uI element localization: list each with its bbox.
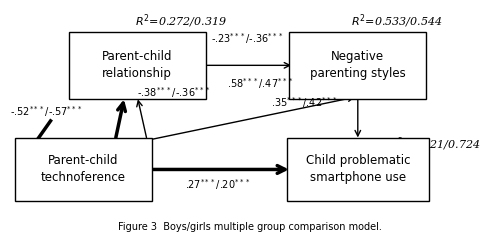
Text: $\mathit{R}^2$=0.533/0.544: $\mathit{R}^2$=0.533/0.544 <box>351 12 443 30</box>
FancyBboxPatch shape <box>68 32 206 99</box>
Text: .27$^{***}$/.20$^{***}$: .27$^{***}$/.20$^{***}$ <box>186 177 251 192</box>
Text: -.52$^{***}$/-.57$^{***}$: -.52$^{***}$/-.57$^{***}$ <box>10 104 83 119</box>
FancyBboxPatch shape <box>289 32 426 99</box>
Text: -.38$^{***}$/-.36$^{***}$: -.38$^{***}$/-.36$^{***}$ <box>138 85 210 100</box>
Text: Child problematic
smartphone use: Child problematic smartphone use <box>306 154 410 184</box>
Text: .35$^{***}$/.42$^{***}$: .35$^{***}$/.42$^{***}$ <box>270 95 337 110</box>
Text: $\mathit{R}^2$=0.272/0.319: $\mathit{R}^2$=0.272/0.319 <box>136 12 228 30</box>
Text: -.23$^{***}$/-.36$^{***}$: -.23$^{***}$/-.36$^{***}$ <box>211 31 284 46</box>
Text: $\mathit{R}^2$=0.721/0.724: $\mathit{R}^2$=0.721/0.724 <box>388 135 480 153</box>
Text: .58$^{***}$/.47$^{***}$: .58$^{***}$/.47$^{***}$ <box>226 77 293 91</box>
Text: Negative
parenting styles: Negative parenting styles <box>310 50 406 80</box>
Text: Parent-child
relationship: Parent-child relationship <box>102 50 172 80</box>
FancyBboxPatch shape <box>287 138 429 201</box>
FancyBboxPatch shape <box>15 138 152 201</box>
Text: Parent-child
technoference: Parent-child technoference <box>41 154 126 184</box>
Text: Figure 3  Boys/girls multiple group comparison model.: Figure 3 Boys/girls multiple group compa… <box>118 222 382 232</box>
